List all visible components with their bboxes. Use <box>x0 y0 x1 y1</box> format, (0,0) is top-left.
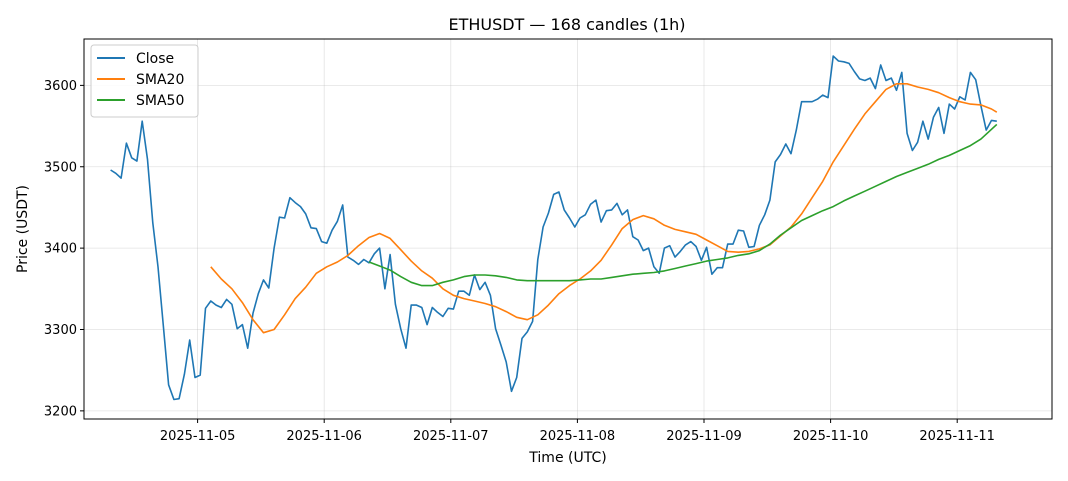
axis-ticks: 3200 3300 3400 3500 3600 2025-11-05 2025-11-06… <box>44 79 995 444</box>
legend-label-close: Close <box>136 51 174 67</box>
x-tick-label: 2025-11-08 <box>540 429 616 444</box>
y-tick-label: 3400 <box>44 242 77 257</box>
y-tick-label: 3600 <box>44 79 77 94</box>
series-line-sma20 <box>210 83 998 334</box>
x-tick-label: 2025-11-11 <box>919 429 995 444</box>
series-line-close <box>110 55 997 401</box>
plot-frame <box>83 38 1053 420</box>
x-axis-label: Time (UTC) <box>528 450 606 466</box>
chart-title: ETHUSDT — 168 candles (1h) <box>448 15 685 34</box>
x-tick-label: 2025-11-09 <box>666 429 742 444</box>
series-line-sma50 <box>368 123 998 287</box>
legend: Close SMA20 SMA50 <box>90 44 199 118</box>
legend-label-sma50: SMA50 <box>136 93 184 109</box>
y-axis-label: Price (USDT) <box>15 185 31 273</box>
x-tick-label: 2025-11-10 <box>793 429 869 444</box>
y-tick-label: 3500 <box>44 160 77 175</box>
x-tick-label: 2025-11-06 <box>286 429 362 444</box>
legend-label-sma20: SMA20 <box>136 72 184 88</box>
series-lines <box>110 55 998 401</box>
x-tick-label: 2025-11-07 <box>413 429 489 444</box>
y-tick-label: 3200 <box>44 404 77 419</box>
x-tick-label: 2025-11-05 <box>160 429 236 444</box>
y-tick-label: 3300 <box>44 323 77 338</box>
grid <box>84 39 1052 419</box>
